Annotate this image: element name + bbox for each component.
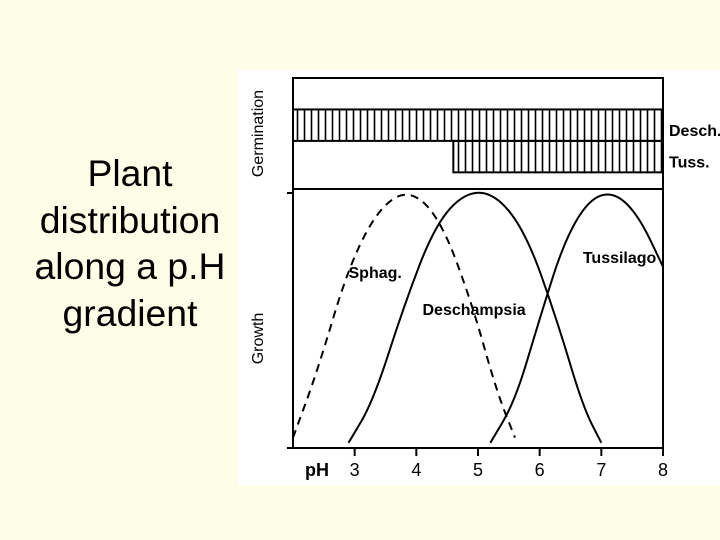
page-title: Plant distribution along a p.H gradient	[20, 150, 240, 337]
x-tick-label: 3	[350, 460, 360, 480]
title-line-2: distribution	[40, 199, 221, 241]
x-tick-label: 7	[596, 460, 606, 480]
germination-series-label: Tuss.	[669, 154, 710, 171]
x-tick-label: 6	[535, 460, 545, 480]
title-line-3: along a p.H	[35, 245, 226, 287]
germination-axis-label: Germination	[250, 90, 267, 177]
title-line-4: gradient	[63, 292, 198, 334]
x-axis-label: pH	[305, 460, 329, 480]
growth-curve-label: Sphag.	[349, 265, 402, 282]
germination-bar	[293, 109, 663, 140]
growth-axis-label: Growth	[250, 313, 267, 365]
germination-bar	[453, 141, 663, 172]
x-tick-label: 8	[658, 460, 668, 480]
chart-svg: 3 4 5 6 7 8 pH Germination Growth Desch. Tuss. Spha…	[238, 70, 720, 485]
x-tick-label: 5	[473, 460, 483, 480]
growth-curve-label: Tussilago	[583, 250, 657, 267]
distribution-chart: 3 4 5 6 7 8 pH Germination Growth Desch. Tuss. Spha…	[238, 70, 720, 485]
title-line-1: Plant	[87, 152, 172, 194]
growth-curve-label: Deschampsia	[423, 302, 526, 319]
germination-series-label: Desch.	[669, 123, 720, 140]
x-tick-label: 4	[411, 460, 421, 480]
